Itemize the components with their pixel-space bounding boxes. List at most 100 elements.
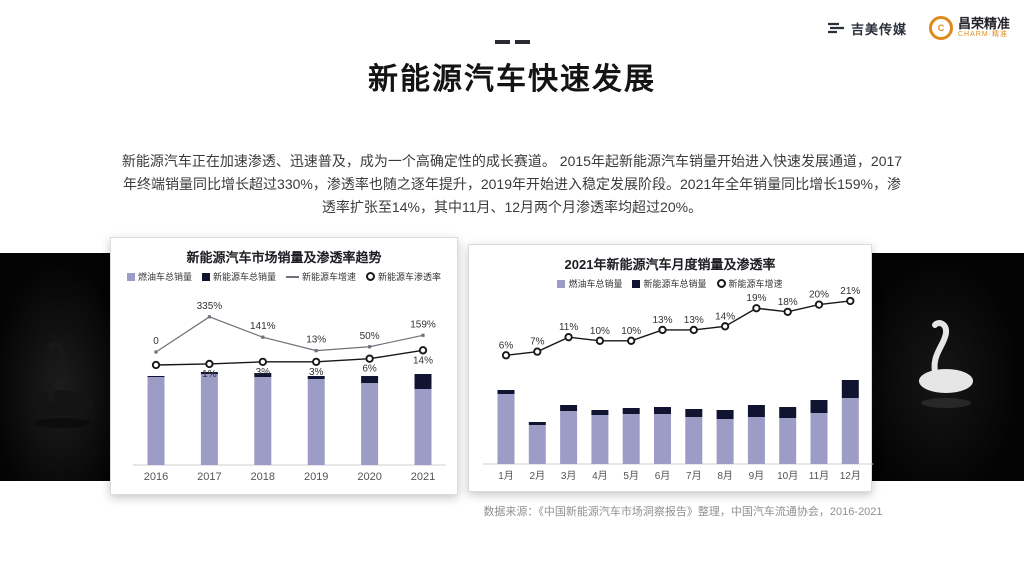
trend-chart-plot: 2016 2017 2018 2019 2020 2021 0 335% 141% 13% 50% 1… (133, 301, 446, 483)
value-label: 159% (410, 319, 436, 330)
fuel-sales-bar (361, 383, 379, 465)
media-logo-text: 吉美传媒 (850, 21, 907, 37)
fuel-sales-bar (810, 413, 828, 464)
category-label: 9月 (749, 470, 765, 482)
marker-dot (314, 349, 318, 353)
media-logo: 吉美传媒 (826, 18, 907, 38)
nev-sales-bar (200, 372, 218, 374)
category-label: 2019 (304, 471, 328, 483)
value-label: 20% (809, 290, 829, 301)
legend-marker-sq-nev (632, 279, 641, 288)
fuel-sales-bar (622, 414, 640, 464)
charm-logo: C 昌荣精准 CHARM·精准 (928, 16, 1010, 40)
nev-sales-bar (414, 374, 432, 389)
legend-marker-sq-nev (201, 272, 210, 281)
marker-ring (533, 347, 542, 356)
marker-ring (627, 336, 636, 345)
white-swan-image (919, 320, 973, 408)
nev-sales-bar (591, 410, 609, 415)
series-line (155, 316, 424, 353)
marker-ring (689, 325, 698, 335)
value-label: 10% (621, 326, 641, 337)
monthly-chart-legend: 燃油车总销量 新能源车总销量 新能源车增速 (469, 276, 871, 291)
marker-ring (418, 346, 428, 355)
nev-sales-bar (560, 405, 578, 411)
legend-item: 新能源车渗透率 (366, 270, 441, 283)
value-label: 3% (256, 367, 271, 378)
nev-sales-bar (307, 376, 325, 379)
value-label: 335% (197, 301, 223, 312)
legend-label: 新能源车增速 (728, 279, 783, 289)
nev-sales-bar (747, 405, 765, 417)
nev-sales-bar (497, 390, 515, 394)
series-line (505, 300, 851, 356)
marker-dot (421, 333, 425, 337)
value-label: 3% (309, 367, 324, 378)
category-label: 2020 (357, 471, 381, 483)
category-label: 6月 (655, 470, 671, 482)
fuel-sales-bar (528, 425, 546, 464)
nev-sales-bar (685, 409, 703, 417)
marker-ring (720, 322, 730, 331)
value-label: 6% (362, 364, 377, 375)
legend-marker-ln (286, 275, 299, 278)
category-label: 2016 (144, 471, 168, 483)
marker-ring (205, 359, 214, 369)
category-label: 2018 (251, 471, 275, 483)
trend-chart-title: 新能源汽车市场销量及渗透率趋势 (186, 250, 382, 265)
category-label: 10月 (777, 470, 798, 482)
title-dash (0, 40, 1024, 44)
legend-marker-ring (716, 279, 726, 288)
fuel-sales-bar (747, 417, 765, 464)
legend-marker-ring (366, 272, 376, 281)
fuel-sales-bar (841, 398, 859, 464)
value-label: 0 (153, 336, 159, 347)
marker-dot (368, 345, 372, 349)
category-label: 7月 (686, 470, 702, 482)
charm-logo-icon: C (928, 16, 953, 40)
value-label: 21% (840, 286, 860, 297)
fuel-sales-bar (497, 394, 515, 464)
nev-sales-bar (841, 380, 859, 398)
trend-chart-legend: 燃油车总销量 新能源车总销量 新能源车增速 新能源车渗透率 (111, 269, 457, 284)
marker-ring (752, 304, 761, 313)
category-label: 5月 (623, 470, 639, 482)
nev-sales-bar (528, 422, 546, 425)
marker-ring (783, 307, 792, 316)
marker-ring (564, 333, 573, 342)
category-label: 2月 (530, 470, 546, 482)
fuel-sales-bar (200, 374, 218, 465)
marker-ring (501, 351, 511, 360)
fuel-sales-bar (654, 414, 671, 464)
category-label: 4月 (592, 470, 608, 482)
monthly-chart-plot: 1月 2月 3月 4月 5月 6月 7月 8月 9月 10月 11月 12月 6% 7% 11% 10% 10%… (483, 286, 874, 482)
marker-ring (151, 360, 161, 370)
fuel-sales-bar (307, 379, 325, 465)
fuel-sales-bar (591, 415, 609, 464)
legend-label: 新能源车渗透率 (378, 272, 442, 282)
legend-label: 新能源车总销量 (643, 279, 707, 289)
legend-item: 新能源车总销量 (201, 270, 276, 283)
legend-marker-sq-fuel (126, 272, 135, 281)
fuel-sales-bar (779, 418, 797, 464)
value-label: 7% (530, 337, 545, 348)
value-label: 1% (202, 369, 217, 380)
data-source-note: 数据来源：《中国新能源汽车市场洞察报告》整理，中国汽车流通协会，2016-202… (483, 506, 883, 518)
marker-ring (365, 354, 374, 363)
body-text: 新能源汽车正在加速渗透、迅速普及，成为一个高确定性的成长赛道。 2015年起新能… (121, 153, 903, 215)
legend-marker-sq-fuel (557, 279, 566, 288)
value-label: 14% (413, 355, 433, 366)
nev-sales-bar (810, 400, 828, 413)
legend-label: 燃油车总销量 (137, 272, 192, 282)
fuel-sales-bar (560, 411, 578, 464)
legend-item: 新能源车增速 (286, 270, 356, 283)
value-label: 19% (746, 293, 766, 304)
legend-label: 燃油车总销量 (568, 279, 623, 289)
category-label: 8月 (717, 470, 733, 482)
marker-ring (846, 296, 855, 306)
nev-sales-bar (654, 407, 671, 414)
nev-sales-bar (147, 376, 165, 377)
marker-ring (595, 336, 605, 345)
fuel-sales-bar (685, 417, 703, 464)
